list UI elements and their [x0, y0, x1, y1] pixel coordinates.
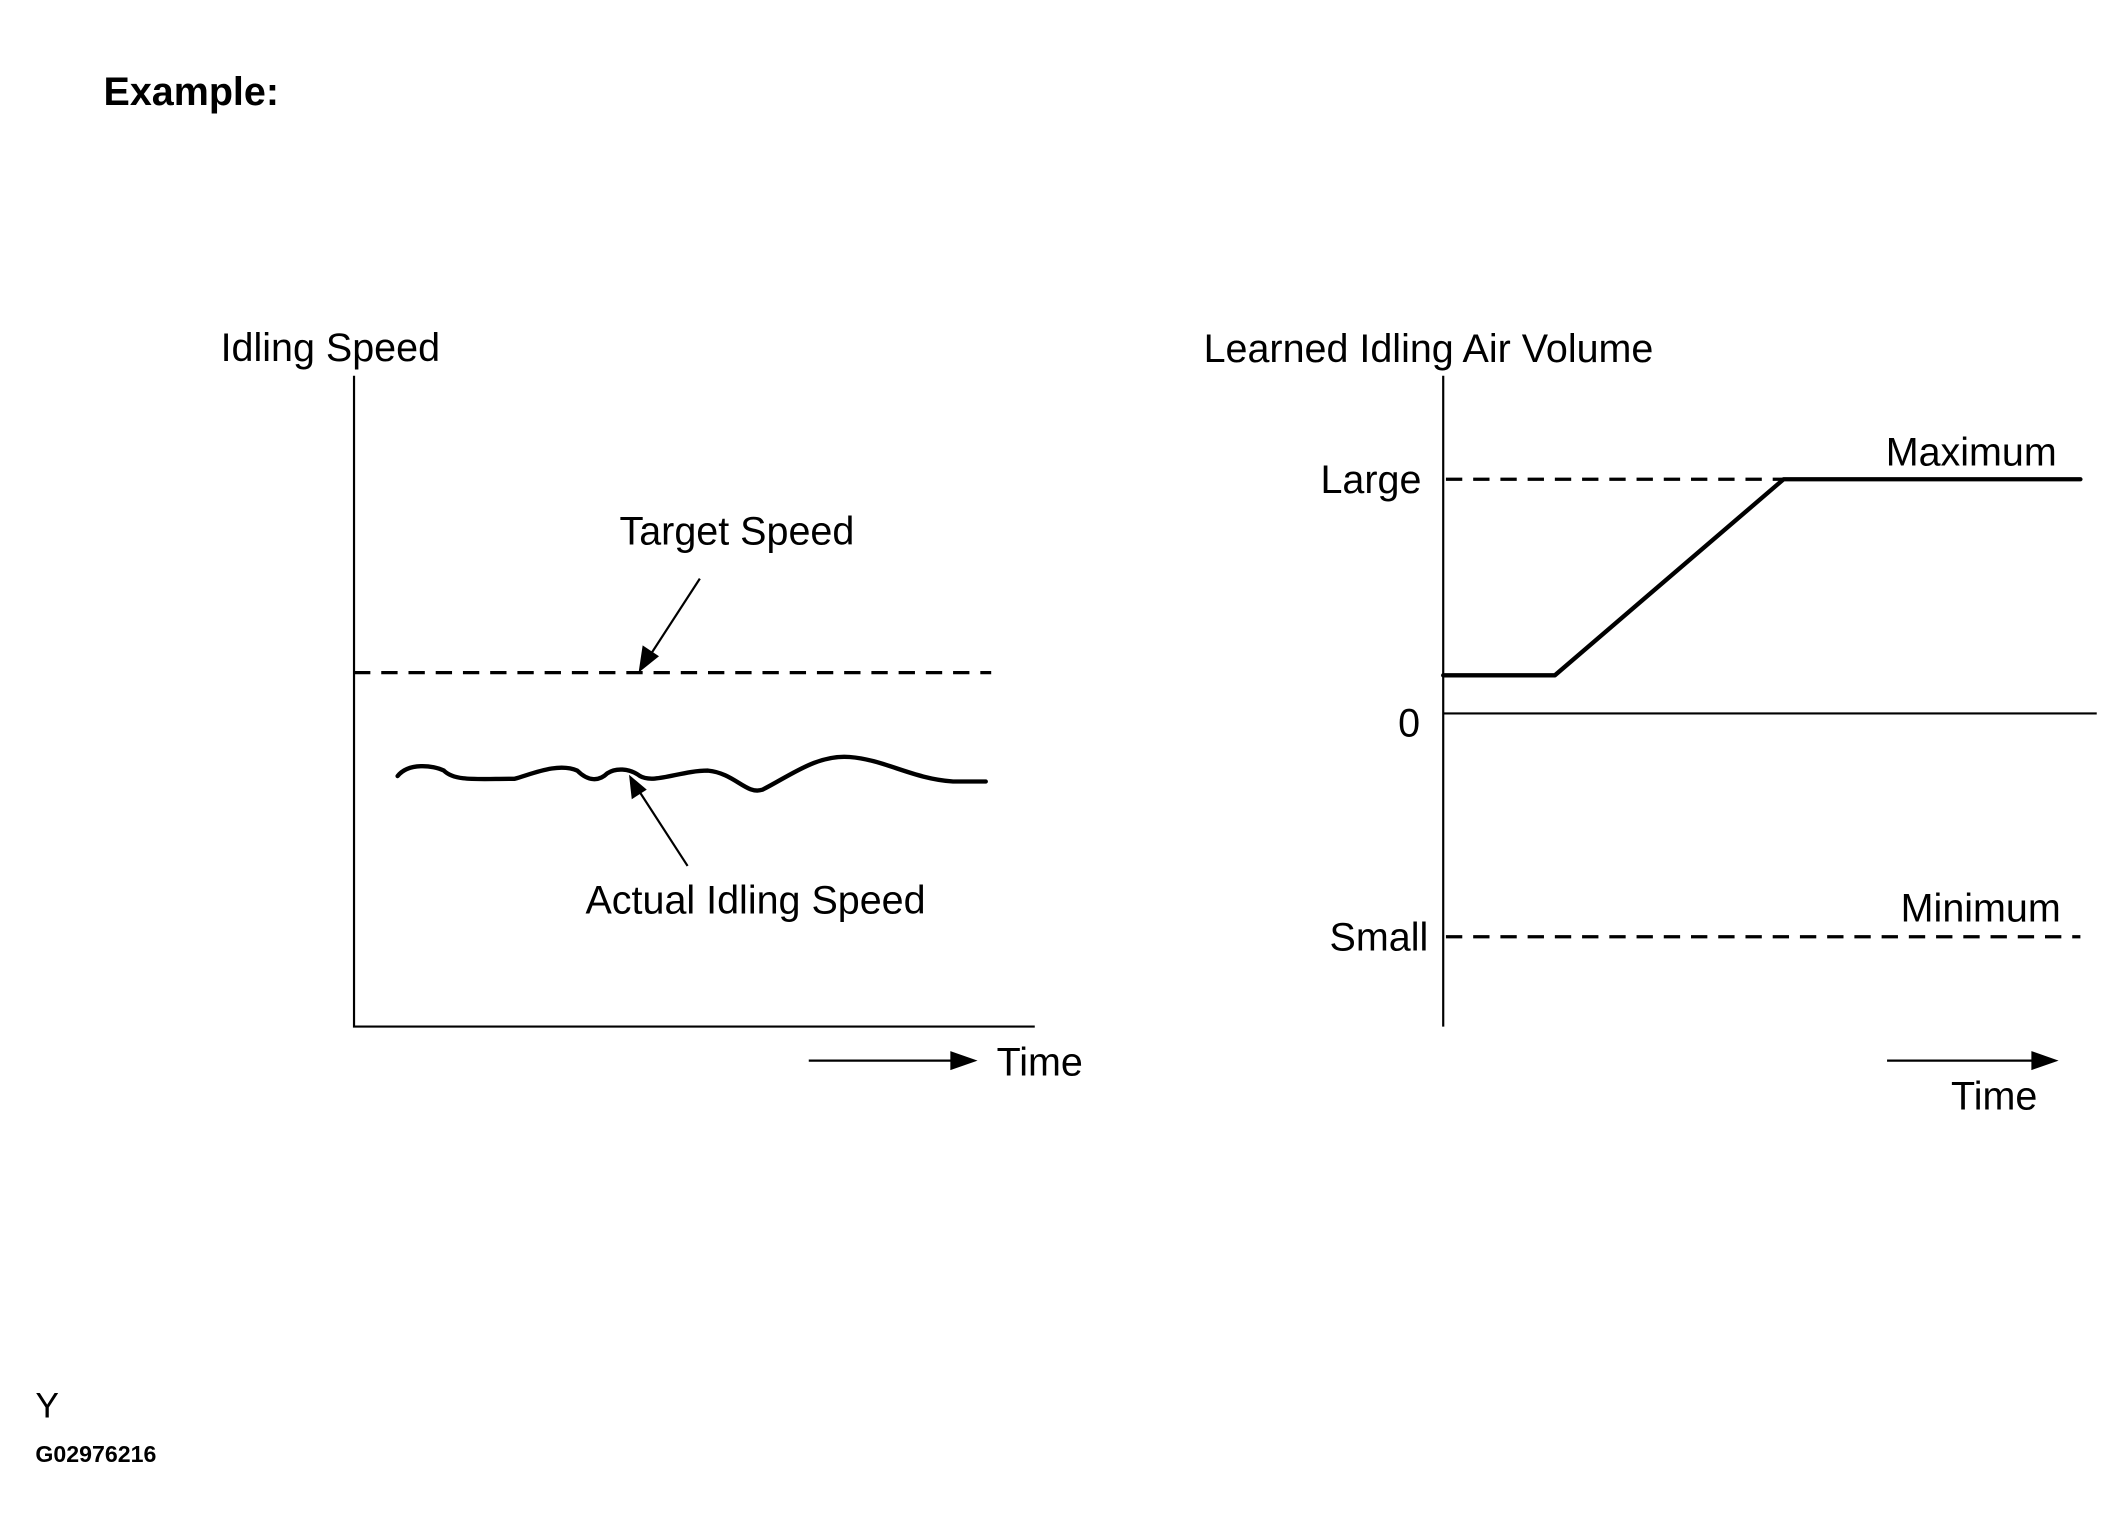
maximum-label: Maximum [1886, 431, 2057, 475]
minimum-label: Minimum [1901, 887, 2061, 931]
axes [352, 375, 1035, 1028]
level-label: Small [1330, 915, 1429, 959]
y-axis-label: Learned Idling Air Volume [1204, 327, 1654, 371]
x-axis-label: Time [1951, 1075, 2037, 1119]
x-axis-label: Time [997, 1041, 1083, 1085]
figure-id: G02976216 [35, 1441, 156, 1467]
leader-line [648, 578, 701, 657]
learned-volume-line [1441, 477, 2083, 678]
arrowhead [638, 645, 659, 673]
leader-line [639, 791, 689, 867]
target-label: Target Speed [620, 510, 855, 554]
level-label: 0 [1398, 702, 1420, 746]
arrowhead [950, 1051, 978, 1071]
code-letter: Y [35, 1386, 59, 1425]
arrowhead [2031, 1051, 2059, 1071]
arrowhead [629, 774, 647, 800]
actual-speed-curve [395, 754, 988, 793]
title: Example: [104, 70, 280, 114]
actual-label: Actual Idling Speed [585, 879, 925, 923]
level-label: Large [1320, 458, 1421, 502]
y-axis-label: Idling Speed [221, 326, 440, 370]
